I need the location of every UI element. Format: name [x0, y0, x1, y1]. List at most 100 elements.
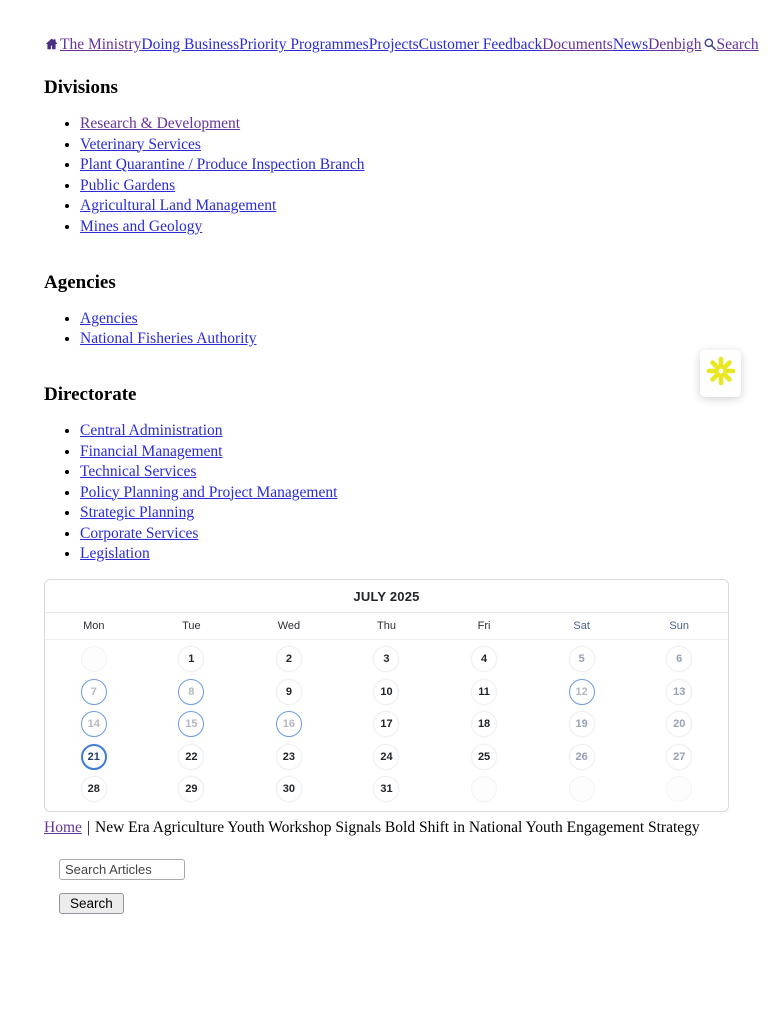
calendar-day-4[interactable]: 4 — [471, 646, 498, 673]
list-item: Technical Services — [80, 463, 729, 481]
calendar-cell: 18 — [435, 708, 533, 741]
link-central-administration[interactable]: Central Administration — [80, 422, 223, 439]
calendar-cell: 10 — [338, 676, 436, 709]
search-icon — [702, 36, 717, 53]
calendar-cell: 21 — [45, 741, 143, 774]
search-articles-input[interactable] — [59, 858, 185, 880]
calendar-day-30[interactable]: 30 — [275, 776, 302, 803]
link-plant-quarantine-produce-inspection-branch[interactable]: Plant Quarantine / Produce Inspection Br… — [80, 156, 365, 173]
calendar-day-11[interactable]: 11 — [471, 678, 498, 705]
link-technical-services[interactable]: Technical Services — [80, 463, 197, 480]
link-financial-management[interactable]: Financial Management — [80, 442, 223, 460]
link-policy-planning-and-project-management[interactable]: Policy Planning and Project Management — [80, 483, 338, 501]
calendar-day-29[interactable]: 29 — [178, 776, 205, 803]
calendar-day-6[interactable]: 6 — [666, 646, 693, 673]
link-strategic-planning[interactable]: Strategic Planning — [80, 504, 195, 521]
link-legislation[interactable]: Legislation — [80, 545, 150, 562]
weekday-label-tue: Tue — [182, 620, 201, 632]
calendar-day-10[interactable]: 10 — [373, 678, 400, 705]
section-title-directorate: Directorate — [44, 384, 137, 405]
calendar-day-5[interactable]: 5 — [568, 646, 595, 673]
calendar-day-21[interactable]: 21 — [80, 743, 107, 770]
calendar-day-8[interactable]: 8 — [178, 678, 205, 705]
calendar-day-17[interactable]: 17 — [373, 711, 400, 738]
calendar-day-23[interactable]: 23 — [275, 743, 302, 770]
nav-link-projects[interactable]: Projects — [368, 36, 419, 53]
calendar-cell: 19 — [533, 708, 631, 741]
calendar-cell: 9 — [240, 676, 338, 709]
link-agencies[interactable]: Agencies — [80, 309, 138, 327]
calendar-cell: 4 — [435, 643, 533, 676]
link-public-gardens[interactable]: Public Gardens — [80, 176, 176, 194]
nav-link-the-ministry[interactable]: The Ministry — [60, 36, 142, 53]
nav-link-doing-business[interactable]: Doing Business — [141, 36, 240, 53]
calendar-day-12[interactable]: 12 — [568, 678, 595, 705]
top-nav: The MinistryDoing BusinessPriority Progr… — [44, 36, 759, 54]
calendar-day-19[interactable]: 19 — [568, 711, 595, 738]
list-item: Central Administration — [80, 422, 729, 440]
calendar-cell: 22 — [143, 741, 241, 774]
calendar-cell: 14 — [45, 708, 143, 741]
list-item: Legislation — [80, 545, 729, 563]
article-search-area: Search — [59, 858, 729, 914]
list-item: Research & Development — [80, 115, 729, 133]
weekday-label-wed: Wed — [277, 620, 301, 632]
calendar-day-15[interactable]: 15 — [178, 711, 205, 738]
list-item: Strategic Planning — [80, 504, 729, 522]
calendar-day-2[interactable]: 2 — [275, 646, 302, 673]
calendar-day-placeholder — [568, 776, 595, 803]
breadcrumb-home-link[interactable]: Home — [44, 818, 82, 836]
calendar-day-25[interactable]: 25 — [471, 743, 498, 770]
section-title-agencies: Agencies — [44, 271, 116, 293]
calendar-cell: 26 — [533, 741, 631, 774]
calendar-day-22[interactable]: 22 — [178, 743, 205, 770]
nav-link-documents[interactable]: Documents — [542, 36, 613, 53]
list-item: Corporate Services — [80, 525, 729, 543]
calendar-empty-cell — [45, 643, 143, 676]
calendar-day-7[interactable]: 7 — [80, 678, 107, 705]
nav-search-link[interactable]: Search — [716, 36, 759, 53]
accessibility-widget-button[interactable] — [700, 350, 741, 397]
nav-link-customer-feedback[interactable]: Customer Feedback — [418, 36, 543, 53]
link-veterinary-services[interactable]: Veterinary Services — [80, 135, 201, 153]
weekday-label-mon: Mon — [83, 620, 105, 632]
nav-link-priority-programmes[interactable]: Priority Programmes — [239, 36, 369, 53]
calendar-day-3[interactable]: 3 — [373, 646, 400, 673]
weekday-label-thu: Thu — [377, 620, 396, 632]
list-item: Veterinary Services — [80, 136, 729, 154]
nav-link-news[interactable]: News — [612, 36, 649, 53]
calendar-cell: 17 — [338, 708, 436, 741]
calendar-day-13[interactable]: 13 — [666, 678, 693, 705]
list-item: Agencies — [80, 310, 729, 328]
link-national-fisheries-authority[interactable]: National Fisheries Authority — [80, 330, 257, 347]
search-articles-button[interactable]: Search — [59, 892, 124, 914]
home-icon-link[interactable] — [44, 36, 59, 53]
home-icon — [44, 36, 59, 53]
calendar-cell: 31 — [338, 773, 436, 806]
calendar-cell: 12 — [533, 676, 631, 709]
calendar-day-1[interactable]: 1 — [178, 646, 205, 673]
calendar-day-28[interactable]: 28 — [80, 776, 107, 803]
calendar-day-20[interactable]: 20 — [666, 711, 693, 738]
calendar-day-9[interactable]: 9 — [275, 678, 302, 705]
calendar-day-27[interactable]: 27 — [666, 743, 693, 770]
calendar-day-placeholder — [666, 776, 693, 803]
link-research-development[interactable]: Research & Development — [80, 115, 241, 132]
link-mines-and-geology[interactable]: Mines and Geology — [80, 217, 203, 235]
weekday-label-fri: Fri — [477, 620, 491, 632]
calendar-day-31[interactable]: 31 — [373, 776, 400, 803]
calendar-day-24[interactable]: 24 — [373, 743, 400, 770]
calendar-day-26[interactable]: 26 — [568, 743, 595, 770]
link-agricultural-land-management[interactable]: Agricultural Land Management — [80, 197, 277, 214]
breadcrumb-separator: | — [86, 818, 90, 836]
weekday-label-sat: Sat — [573, 620, 590, 632]
calendar-day-18[interactable]: 18 — [471, 711, 498, 738]
calendar-day-16[interactable]: 16 — [275, 711, 302, 738]
nav-link-denbigh[interactable]: Denbigh — [648, 36, 702, 53]
calendar-cell: 28 — [45, 773, 143, 806]
calendar-cell: 27 — [630, 741, 728, 774]
calendar-day-14[interactable]: 14 — [80, 711, 107, 738]
link-corporate-services[interactable]: Corporate Services — [80, 524, 199, 542]
article-title: New Era Agriculture Youth Workshop Signa… — [95, 818, 700, 836]
